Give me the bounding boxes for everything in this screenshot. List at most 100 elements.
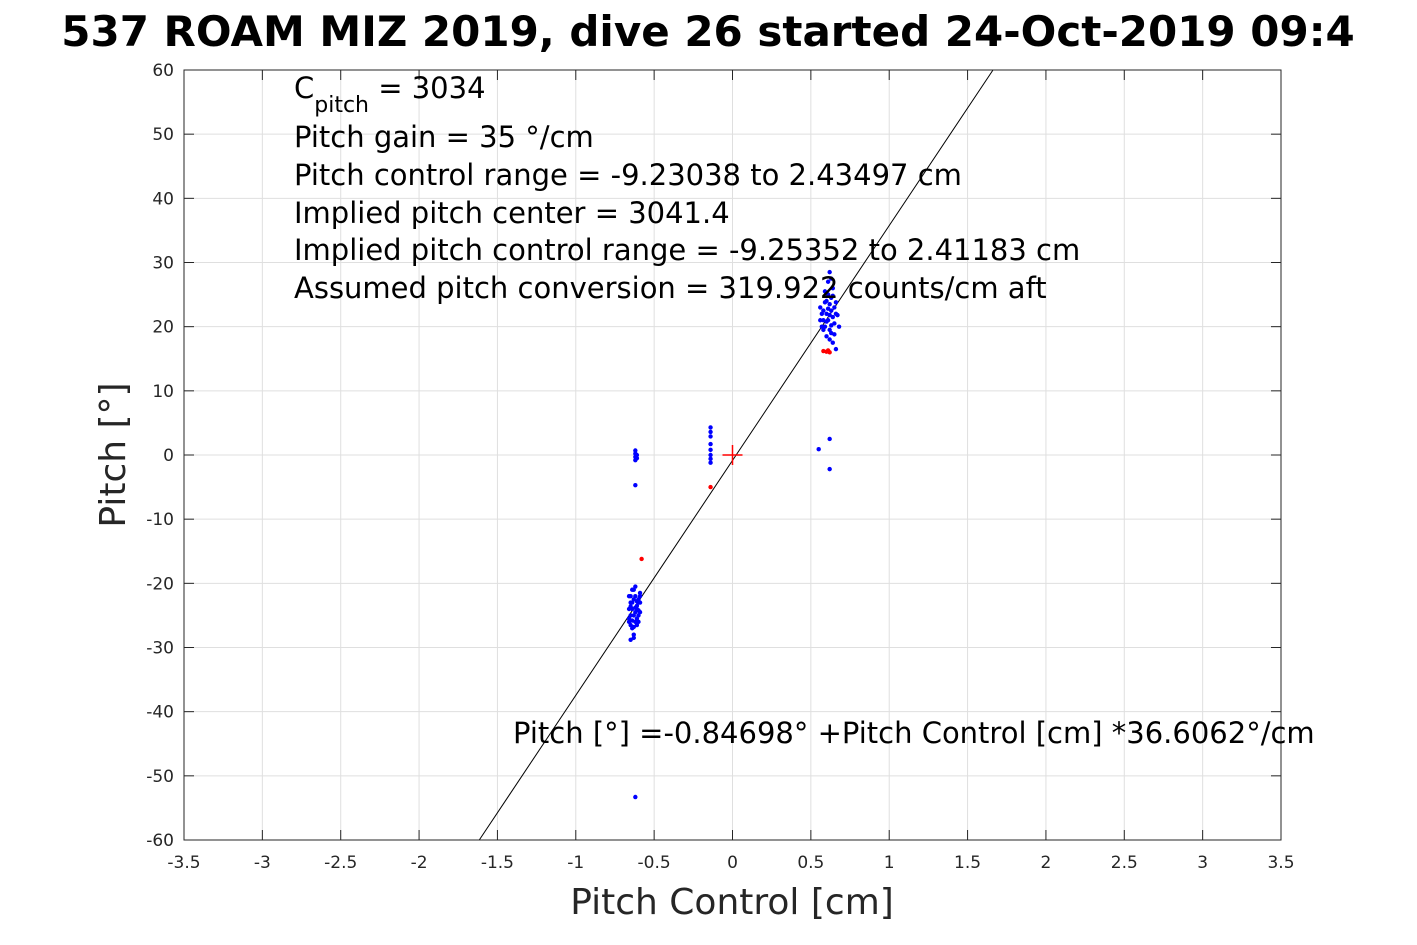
data-point: [822, 289, 828, 294]
y-tick-labels: 60 50 40 30 20 10 0 -10 -20 -30 -40 -50 -60: [146, 61, 174, 851]
data-point: [633, 605, 638, 610]
data-point: [708, 447, 713, 453]
data-point: [633, 448, 638, 453]
data-point: [833, 300, 839, 305]
data-point: [821, 327, 826, 333]
y-tick-label: 40: [152, 189, 174, 209]
x-tick-label: 1.5: [954, 853, 981, 873]
data-point: [827, 436, 832, 442]
data-point: [830, 285, 835, 291]
data-point: [628, 604, 633, 609]
y-tick-label: 0: [163, 446, 174, 466]
data-point: [832, 332, 837, 337]
data-point: [836, 324, 842, 329]
annotation-implied-pitch-center: Implied pitch center = 3041.4: [294, 196, 730, 230]
y-tick-label: -50: [146, 767, 174, 787]
y-tick-label: -20: [146, 574, 174, 594]
data-point: [824, 334, 829, 339]
data-point: [821, 308, 826, 313]
y-axis-label: Pitch [°]: [93, 382, 134, 527]
data-point: [825, 306, 831, 311]
data-point: [833, 346, 839, 352]
x-tick-label: -0.5: [638, 853, 671, 873]
data-point: [708, 429, 713, 435]
data-point: [824, 319, 829, 324]
data-point: [708, 460, 713, 465]
data-point: [830, 293, 835, 299]
x-tick-label: -3: [254, 853, 271, 873]
data-point: [818, 318, 823, 323]
x-tick-label: 3.5: [1267, 853, 1294, 873]
data-point: [634, 456, 640, 461]
data-point: [829, 276, 834, 281]
data-point: [633, 794, 638, 800]
y-tick-label: 20: [152, 318, 174, 338]
x-tick-label: -2.5: [324, 853, 357, 873]
annotation-implied-pitch-control-range: Implied pitch control range = -9.25352 t…: [294, 233, 1080, 267]
annotation-pitch-control-range: Pitch control range = -9.23038 to 2.4349…: [294, 158, 962, 192]
x-tick-label: -1.5: [481, 853, 514, 873]
x-tick-label: -1: [567, 853, 584, 873]
data-point: [634, 452, 640, 458]
data-point: [637, 590, 643, 596]
x-axis-label: Pitch Control [cm]: [570, 882, 894, 923]
data-point: [708, 456, 713, 462]
data-point: [628, 593, 633, 599]
data-point: [639, 556, 644, 562]
annotation-pitch-gain: Pitch gain = 35 °/cm: [294, 120, 594, 154]
axis-ticks: [183, 69, 1282, 841]
data-point: [628, 637, 633, 642]
data-point: [827, 269, 832, 275]
data-point: [827, 337, 832, 342]
data-point: [634, 599, 640, 604]
data-point: [630, 618, 635, 623]
fit-equation: Pitch [°] =-0.84698° +Pitch Control [cm]…: [513, 716, 1315, 750]
data-point: [827, 312, 832, 318]
x-tick-label: 0.5: [797, 853, 824, 873]
data-point: [708, 441, 713, 447]
data-point: [835, 312, 840, 318]
data-point: [825, 292, 831, 297]
x-tick-label: 1: [884, 853, 895, 873]
y-tick-label: -10: [146, 510, 174, 530]
data-point: [827, 350, 832, 355]
data-point: [822, 300, 828, 305]
center-marker-layer: [722, 445, 743, 465]
x-tick-label: 2.5: [1111, 853, 1138, 873]
y-tick-label: 30: [152, 254, 174, 274]
data-point: [827, 466, 832, 472]
annotation-c-pitch: Cpitch = 3034: [294, 71, 486, 118]
chart-title: 537 ROAM MIZ 2019, dive 26 started 24-Oc…: [61, 7, 1354, 56]
y-tick-label: 60: [152, 61, 174, 81]
x-tick-label: 3: [1197, 853, 1208, 873]
data-point: [630, 587, 635, 592]
data-points: [626, 269, 842, 800]
x-tick-label: -3.5: [167, 853, 200, 873]
annotation-assumed-pitch-conversion: Assumed pitch conversion = 319.922 count…: [294, 271, 1047, 305]
data-point: [631, 624, 636, 630]
data-point: [818, 305, 823, 310]
data-point: [708, 434, 713, 439]
grid-lines: [183, 69, 1282, 841]
data-point: [830, 340, 835, 345]
y-tick-label: 50: [152, 125, 174, 145]
data-point: [637, 593, 643, 599]
x-tick-label: 2: [1041, 853, 1052, 873]
y-tick-label: -60: [146, 831, 174, 851]
data-point: [708, 484, 713, 490]
data-point: [708, 425, 713, 430]
data-point: [636, 608, 641, 613]
data-point: [631, 632, 636, 637]
data-point: [628, 613, 633, 618]
y-tick-label: -30: [146, 639, 174, 659]
y-tick-label: 10: [152, 382, 174, 402]
data-point: [827, 302, 832, 307]
data-point: [633, 482, 638, 488]
data-point: [633, 584, 638, 589]
data-point: [829, 323, 834, 328]
data-point: [708, 452, 713, 458]
y-tick-label: -40: [146, 703, 174, 723]
x-tick-labels: -3.5 -3 -2.5 -2 -1.5 -1 -0.5 0 0.5 1 1.5 2 2.5 3 3.5: [167, 853, 1294, 873]
data-point: [816, 447, 821, 452]
